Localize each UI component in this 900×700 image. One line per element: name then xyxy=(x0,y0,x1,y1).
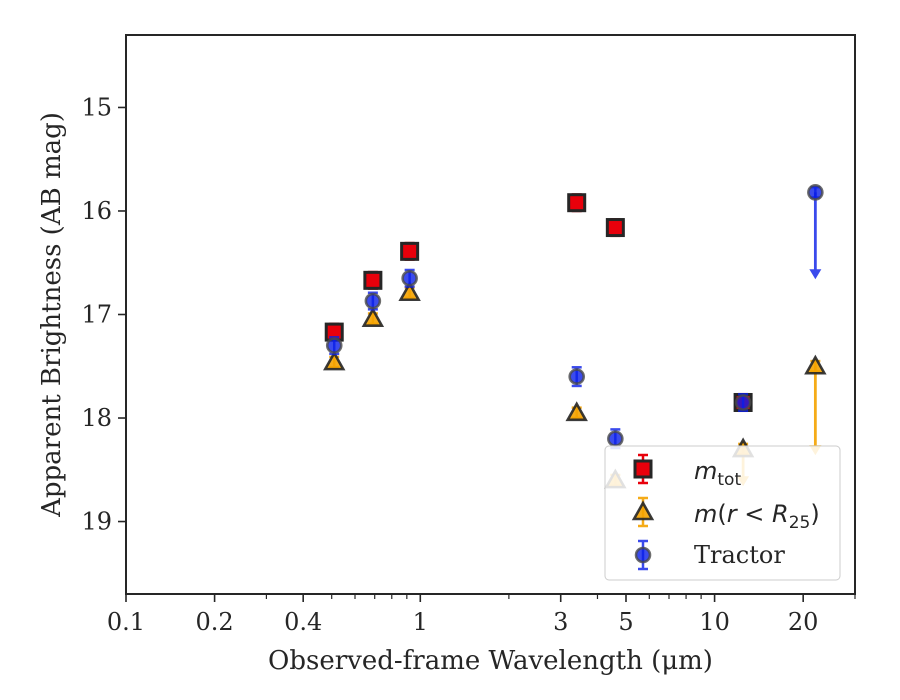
point-m-tot-3 xyxy=(567,193,587,213)
y-axis: 15 16 17 18 19 xyxy=(81,93,126,536)
point-m-r25-0 xyxy=(323,350,346,371)
point-m-r25-6 xyxy=(804,354,827,375)
legend: mtot m(r < R25) Tractor xyxy=(604,445,841,581)
point-tractor-2 xyxy=(401,269,418,287)
x-axis: 0.1 0.2 0.4 1 3 5 10 20 xyxy=(107,594,856,636)
x-axis-label: Observed-frame Wavelength (μm) xyxy=(268,646,713,676)
point-m-tot-2 xyxy=(400,241,420,261)
point-tractor-5 xyxy=(734,394,752,411)
series-tractor xyxy=(325,184,824,450)
x-tick-label-7: 20 xyxy=(788,608,819,636)
y-tick-label-1: 16 xyxy=(81,197,112,225)
x-tick-label-1: 0.2 xyxy=(196,608,234,636)
point-m-tot-1 xyxy=(363,270,383,290)
point-m-r25-2 xyxy=(398,281,421,302)
point-m-tot-4 xyxy=(605,218,625,238)
chart-marks xyxy=(323,184,827,489)
point-tractor-6 xyxy=(807,184,824,201)
upper-limit-arrow-tractor-6 xyxy=(809,192,822,280)
point-m-r25-1 xyxy=(361,306,385,327)
x-tick-label-0: 0.1 xyxy=(107,608,145,636)
point-tractor-1 xyxy=(364,292,382,310)
point-tractor-3 xyxy=(568,368,586,385)
y-axis-label: Apparent Brightness (AB mag) xyxy=(37,112,67,518)
legend-entry-m-tot: mtot xyxy=(694,457,741,490)
x-tick-label-2: 0.4 xyxy=(284,608,322,636)
x-tick-label-6: 10 xyxy=(699,608,730,636)
x-tick-label-3: 1 xyxy=(413,608,428,636)
point-tractor-4 xyxy=(607,430,624,448)
y-tick-label-0: 15 xyxy=(81,93,112,121)
legend-markers xyxy=(631,453,655,571)
x-tick-label-4: 3 xyxy=(553,608,568,636)
y-tick-label-3: 18 xyxy=(81,404,112,432)
y-tick-label-4: 19 xyxy=(81,508,112,536)
legend-marker-m-r25 xyxy=(631,500,655,521)
legend-marker-m-tot xyxy=(633,459,653,479)
legend-box xyxy=(604,445,841,581)
x-tick-label-5: 5 xyxy=(618,608,633,636)
point-m-r25-3 xyxy=(565,401,588,422)
point-tractor-0 xyxy=(325,337,343,354)
legend-marker-tractor xyxy=(634,546,652,564)
legend-entry-m-r25: m(r < R25) xyxy=(694,500,820,533)
legend-entry-tractor: Tractor xyxy=(694,541,785,569)
y-tick-label-2: 17 xyxy=(81,301,112,329)
